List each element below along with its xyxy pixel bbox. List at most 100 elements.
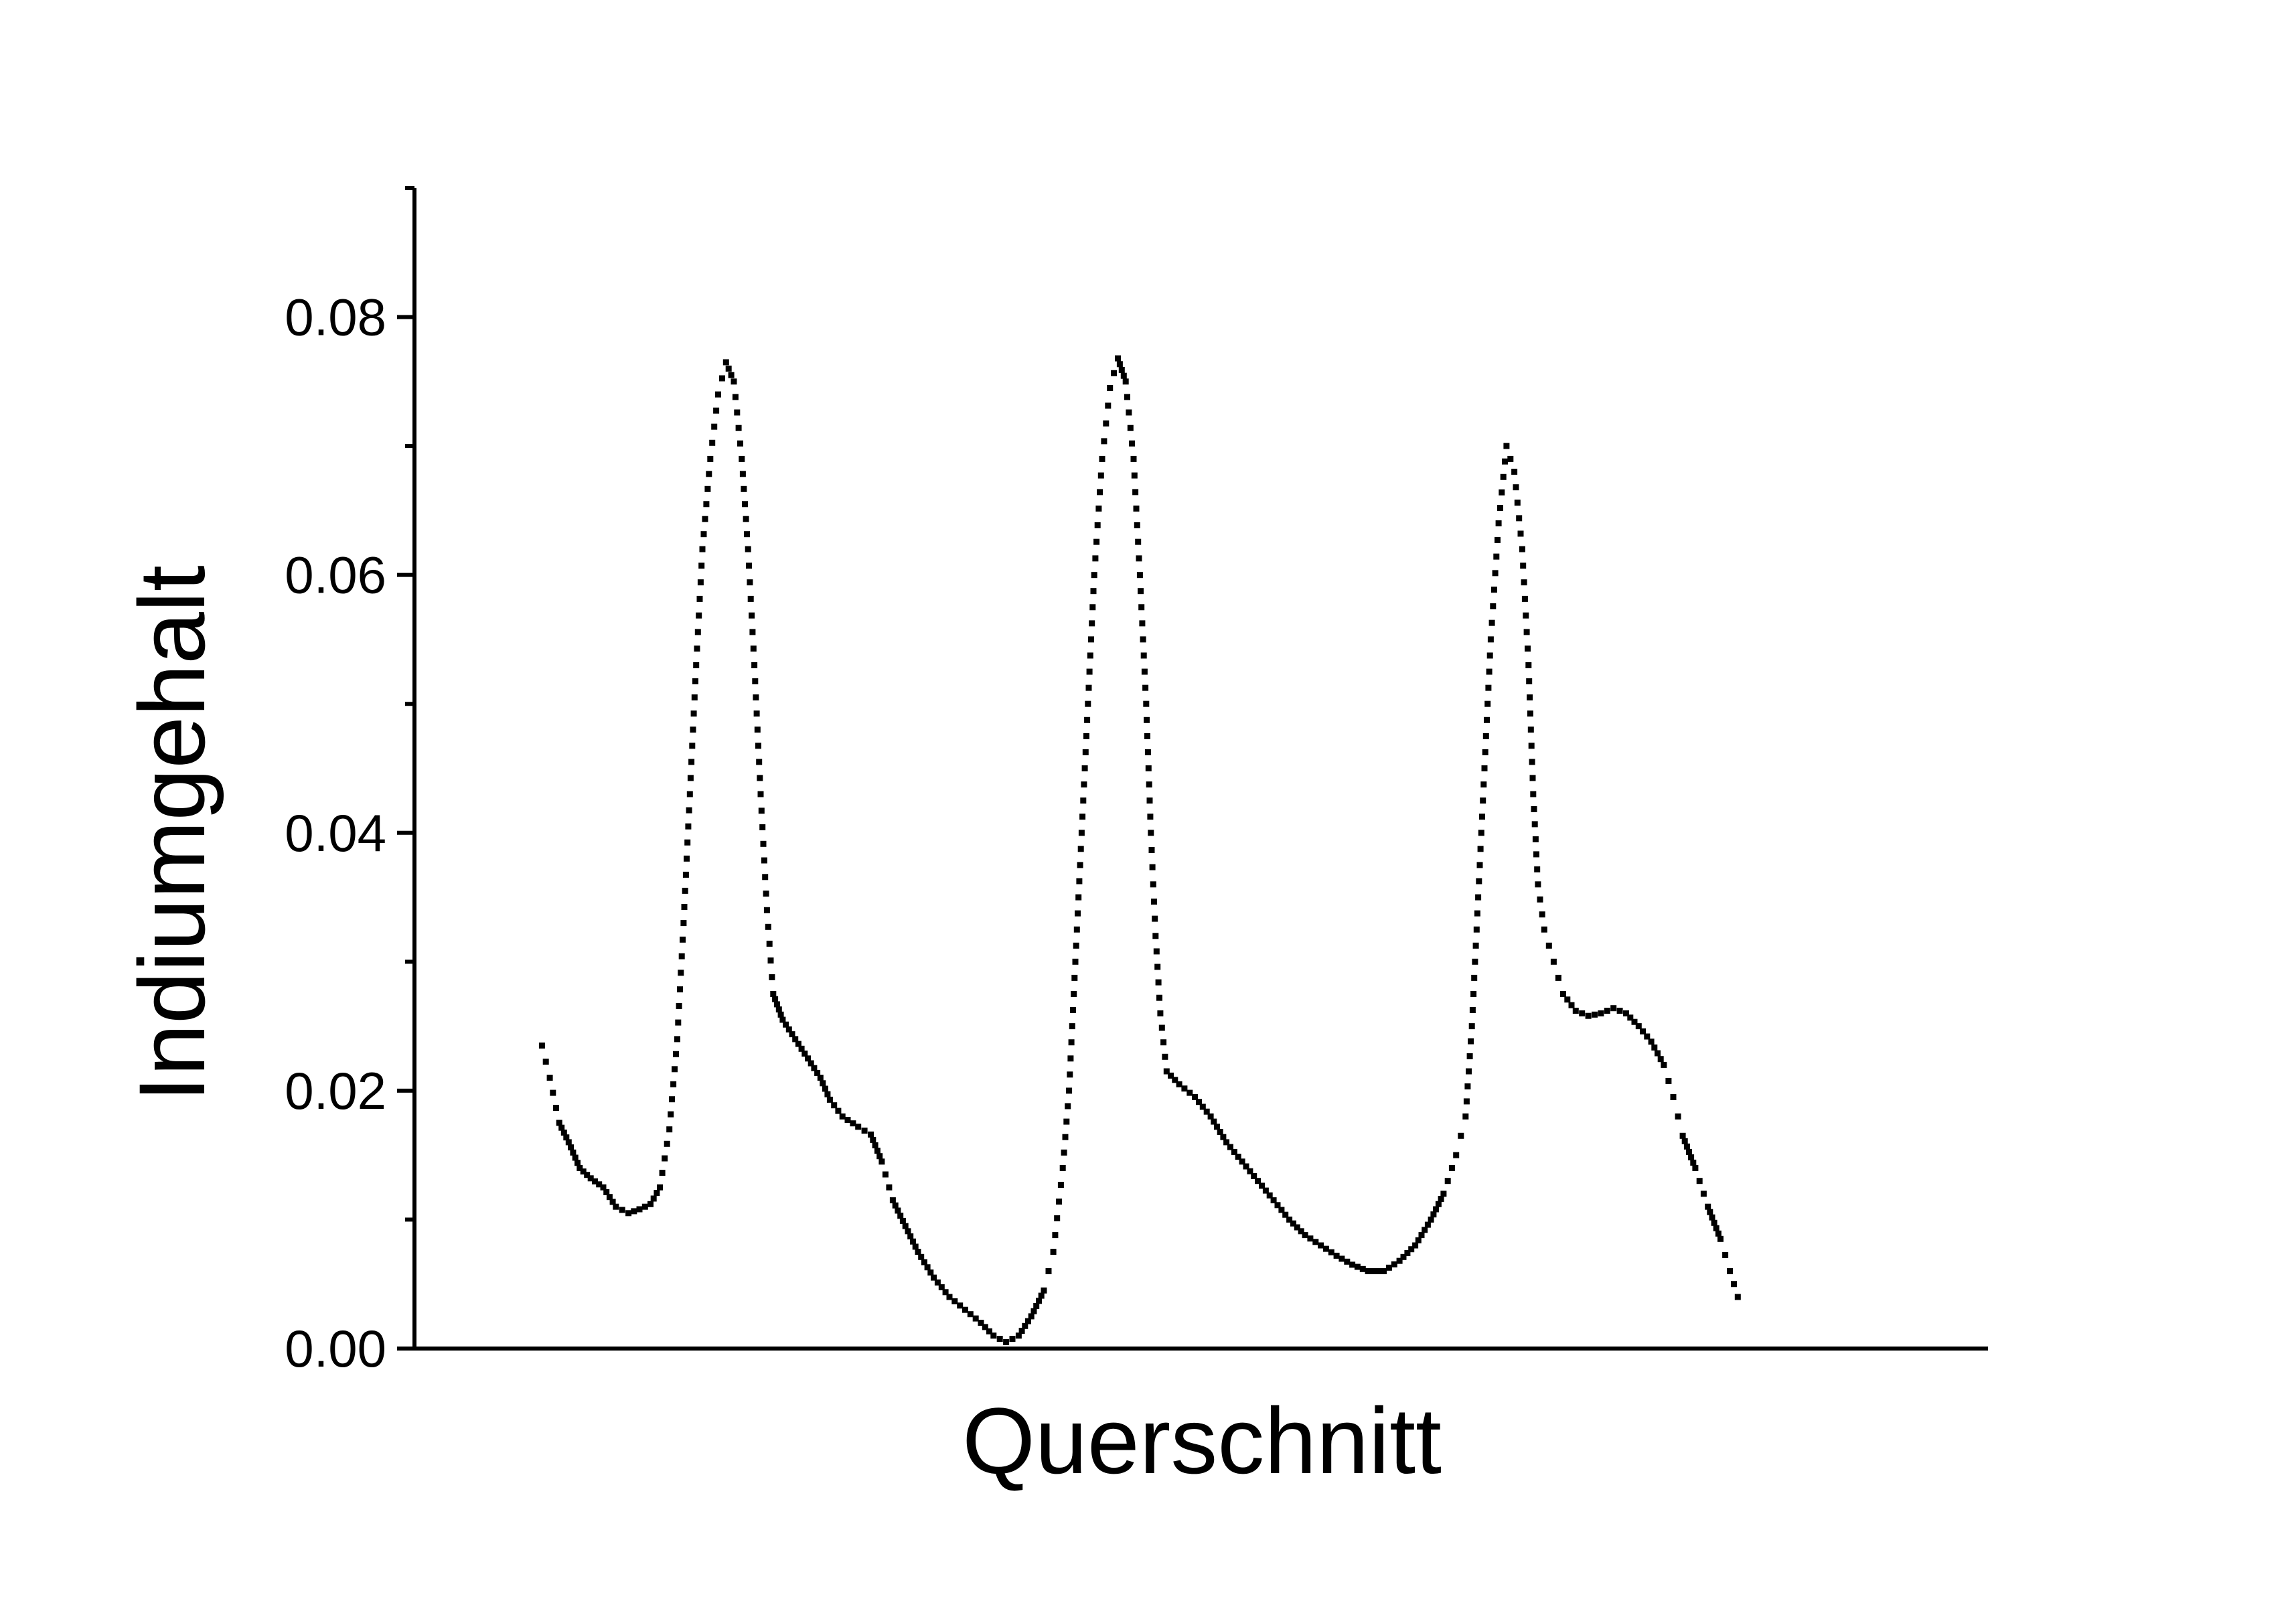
data-point xyxy=(1144,749,1151,755)
data-point xyxy=(1545,942,1552,949)
data-point xyxy=(676,1002,682,1009)
data-point xyxy=(1003,1338,1010,1345)
data-point xyxy=(1464,1083,1471,1089)
y-tick-label: 0.02 xyxy=(285,1061,386,1120)
data-point xyxy=(1507,455,1514,462)
data-point xyxy=(1062,1134,1069,1140)
data-point xyxy=(1111,370,1118,376)
data-point xyxy=(805,1055,811,1062)
data-point xyxy=(899,1217,906,1224)
data-point xyxy=(1568,1002,1575,1008)
data-point xyxy=(670,1081,677,1087)
data-point xyxy=(1103,420,1109,427)
data-point xyxy=(1211,1118,1217,1125)
data-point xyxy=(1328,1249,1334,1255)
data-point xyxy=(1255,1178,1261,1184)
data-point xyxy=(1134,522,1140,528)
data-point xyxy=(741,485,747,492)
data-point xyxy=(1041,1287,1047,1294)
data-point xyxy=(835,1107,842,1114)
data-point xyxy=(1203,1108,1210,1115)
data-point xyxy=(972,1315,979,1322)
data-point xyxy=(1009,1336,1016,1343)
data-point xyxy=(924,1264,931,1271)
data-point xyxy=(1127,425,1134,431)
data-point xyxy=(758,808,765,814)
data-point xyxy=(756,759,763,765)
data-point xyxy=(759,824,766,830)
data-point xyxy=(1635,1023,1642,1030)
data-point xyxy=(1217,1129,1223,1135)
data-point xyxy=(725,366,732,372)
data-point xyxy=(763,907,770,913)
data-point xyxy=(1124,394,1130,400)
data-point xyxy=(1015,1332,1022,1339)
data-point xyxy=(600,1184,607,1191)
data-point xyxy=(878,1158,885,1165)
data-point xyxy=(1493,553,1500,560)
data-point xyxy=(1116,361,1123,368)
data-point xyxy=(1520,562,1527,569)
data-point xyxy=(1530,791,1537,797)
data-point xyxy=(921,1259,927,1266)
data-point xyxy=(1286,1216,1293,1223)
data-point xyxy=(897,1213,904,1219)
data-point xyxy=(1681,1138,1688,1144)
data-point xyxy=(792,1036,799,1043)
data-point xyxy=(967,1311,974,1318)
data-point xyxy=(1154,964,1161,970)
data-point xyxy=(1433,1206,1440,1213)
data-point xyxy=(1312,1239,1319,1245)
data-point xyxy=(942,1289,949,1296)
data-point xyxy=(1731,1281,1737,1288)
data-point xyxy=(1488,619,1495,626)
data-point xyxy=(1107,385,1114,391)
data-point xyxy=(690,726,696,733)
data-point xyxy=(1054,1215,1061,1221)
data-point xyxy=(1480,797,1486,804)
data-point xyxy=(1097,472,1104,479)
data-point xyxy=(1092,555,1099,562)
data-point xyxy=(664,1140,670,1147)
data-point xyxy=(696,612,702,619)
data-point xyxy=(1157,1010,1164,1016)
data-point xyxy=(1485,684,1492,691)
data-point xyxy=(1470,991,1477,997)
data-point xyxy=(1727,1268,1734,1274)
data-point xyxy=(785,1026,792,1032)
data-point xyxy=(1396,1257,1403,1264)
data-point xyxy=(1118,367,1125,373)
data-point xyxy=(1519,546,1525,552)
data-point xyxy=(1294,1224,1300,1231)
data-point xyxy=(550,1089,556,1096)
data-point xyxy=(672,1066,678,1073)
data-point xyxy=(1148,847,1155,853)
data-point xyxy=(1079,814,1086,820)
data-point xyxy=(560,1130,567,1136)
data-point xyxy=(1495,520,1502,527)
data-points xyxy=(538,355,1741,1345)
data-point xyxy=(755,743,761,749)
data-point xyxy=(1440,1191,1447,1197)
data-point xyxy=(1370,1268,1377,1274)
data-point xyxy=(1163,1068,1170,1075)
data-point xyxy=(1091,572,1097,579)
data-point xyxy=(686,791,693,797)
data-point xyxy=(978,1320,984,1326)
data-point xyxy=(1572,1008,1579,1014)
data-point xyxy=(1132,489,1139,495)
data-point xyxy=(625,1210,632,1217)
data-point xyxy=(1282,1211,1289,1218)
data-point xyxy=(1497,505,1503,511)
data-point xyxy=(868,1131,874,1138)
data-point xyxy=(707,455,714,462)
data-point xyxy=(699,546,706,552)
data-point xyxy=(986,1328,992,1334)
data-point xyxy=(1231,1148,1237,1155)
data-point xyxy=(1133,506,1140,512)
data-point xyxy=(1471,974,1478,981)
data-point xyxy=(772,996,779,1002)
data-point xyxy=(1135,538,1142,545)
data-point xyxy=(657,1184,664,1191)
